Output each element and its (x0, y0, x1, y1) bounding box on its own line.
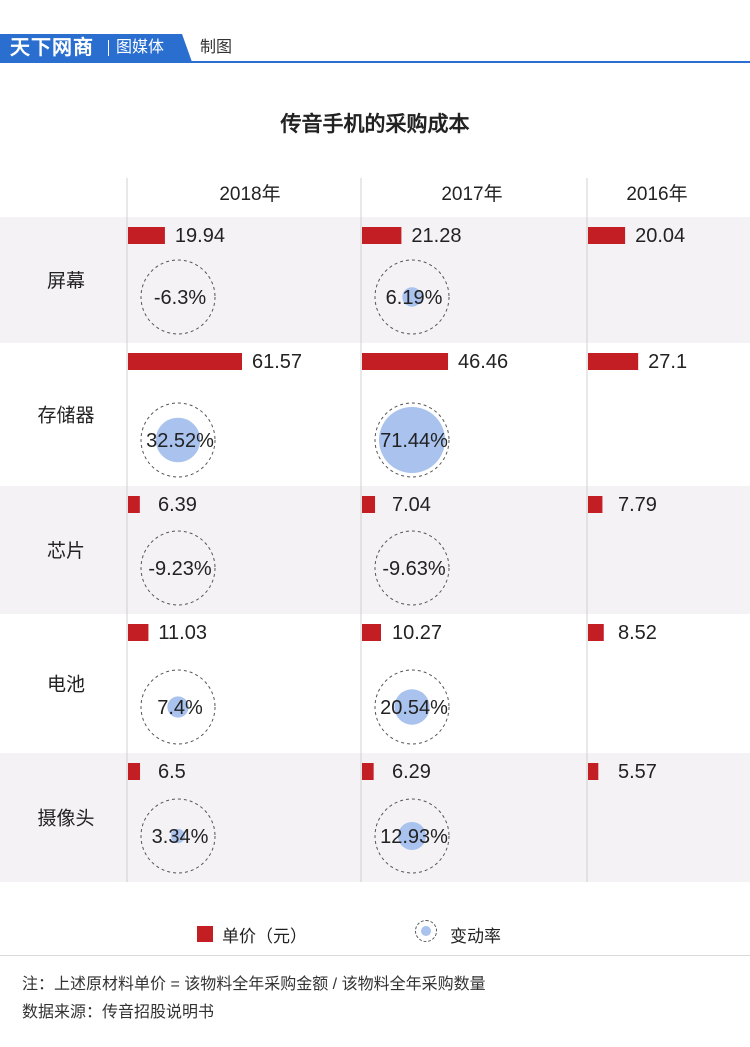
year-header: 2018年 (219, 183, 280, 205)
rate-label: 32.52% (146, 430, 214, 452)
price-bar (588, 624, 604, 641)
brand-banner (0, 34, 192, 62)
price-bar (128, 353, 242, 370)
footer-source: 数据来源：传音招股说明书 (22, 1004, 215, 1021)
price-bar (362, 496, 376, 513)
rate-label: 12.93% (380, 826, 448, 848)
rate-fill-circle (394, 689, 430, 725)
rate-outline-circle (374, 669, 450, 745)
price-label: 27.1 (648, 351, 687, 373)
rate-outline-circle (140, 530, 216, 606)
price-bar (128, 763, 141, 780)
rate-outline-circle (374, 530, 450, 606)
price-label: 7.04 (392, 494, 431, 516)
price-label: 8.52 (618, 622, 657, 644)
category-label: 摄像头 (37, 808, 94, 830)
rate-outline-circle (374, 798, 450, 874)
price-bar (588, 496, 603, 513)
category-label: 芯片 (47, 540, 85, 562)
rate-outline-circle (140, 798, 216, 874)
rate-fill-circle (155, 417, 201, 463)
rate-outline-circle (374, 259, 450, 335)
chart-title: 传音手机的采购成本 (280, 113, 470, 136)
price-label: 21.28 (411, 225, 461, 247)
legend-rate-label: 变动率 (450, 927, 501, 946)
rate-fill-circle (402, 287, 422, 307)
rate-fill-circle (167, 696, 189, 718)
price-bar (128, 227, 165, 244)
year-header: 2016年 (626, 183, 687, 205)
price-label: 61.57 (252, 351, 302, 373)
brand-sub-label: 图媒体 (116, 39, 165, 56)
price-bar (362, 353, 449, 370)
footer-note: 注：上述原材料单价 = 该物料全年采购金额 / 该物料全年采购数量 (22, 976, 486, 993)
price-label: 7.79 (618, 494, 657, 516)
rate-outline-circle (374, 402, 450, 478)
legend-rate-circle-icon (415, 920, 437, 942)
price-bar (588, 353, 639, 370)
price-label: 10.27 (392, 622, 442, 644)
rate-label: -9.63% (382, 558, 446, 580)
rate-outline-circle (140, 669, 216, 745)
price-bar (128, 496, 140, 513)
rate-fill-circle (397, 821, 427, 851)
rate-outline-circle (140, 259, 216, 335)
category-label: 屏幕 (47, 270, 85, 292)
legend: 单价（元） 变动率 (0, 920, 750, 948)
brand-header: 天下网商 图媒体 制图 (0, 0, 750, 63)
price-bar (588, 227, 626, 244)
rate-label: 71.44% (380, 430, 448, 452)
price-bar (128, 624, 149, 641)
price-label: 19.94 (175, 225, 225, 247)
legend-price-swatch (197, 926, 213, 942)
rate-fill-circle (379, 407, 445, 473)
rate-label: 6.19% (386, 287, 443, 309)
category-label: 电池 (47, 674, 85, 696)
price-bar (362, 763, 374, 780)
footer-divider (0, 955, 750, 956)
price-label: 5.57 (618, 761, 657, 783)
brand-logo: 天下网商 (10, 37, 94, 59)
price-bar (588, 763, 599, 780)
price-bar (362, 227, 402, 244)
rate-label: 3.34% (152, 826, 209, 848)
price-label: 6.39 (158, 494, 197, 516)
rate-fill-circle (170, 828, 186, 844)
category-label: 存储器 (37, 405, 94, 427)
legend-price-label: 单价（元） (222, 927, 307, 946)
rate-label: -6.3% (154, 287, 206, 309)
price-label: 46.46 (458, 351, 508, 373)
year-header: 2017年 (441, 183, 502, 205)
rate-label: -9.23% (148, 558, 212, 580)
brand-made-label: 制图 (200, 39, 233, 56)
brand-separator (108, 40, 109, 56)
rate-label: 20.54% (380, 697, 448, 719)
brand-underline (0, 61, 750, 63)
price-label: 6.5 (158, 761, 186, 783)
rate-outline-circle (140, 402, 216, 478)
row-background (0, 753, 750, 882)
price-label: 6.29 (392, 761, 431, 783)
rate-label: 7.4% (157, 697, 203, 719)
price-label: 20.04 (635, 225, 685, 247)
legend-rate-dot (421, 926, 431, 936)
price-bar (362, 624, 382, 641)
price-label: 11.03 (158, 622, 207, 644)
